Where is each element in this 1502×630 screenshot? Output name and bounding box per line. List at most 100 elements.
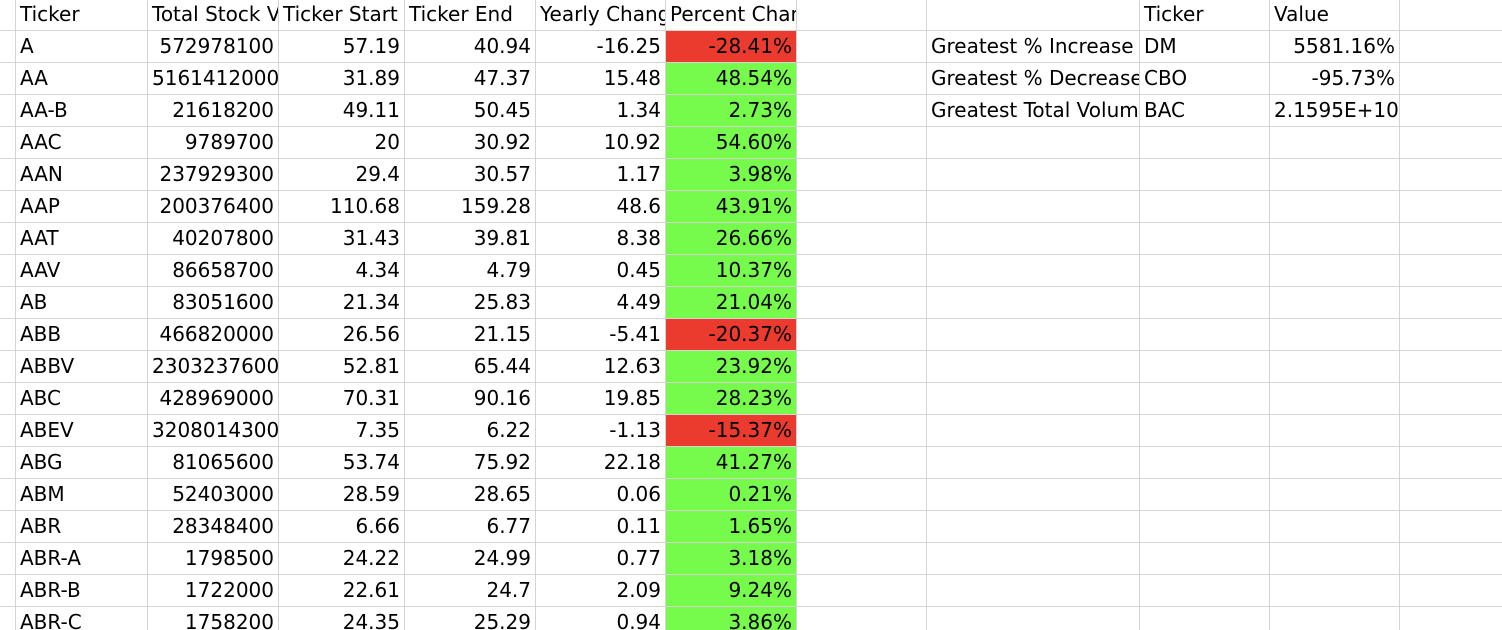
cell-yearly-change[interactable]: -16.25 — [596, 34, 661, 58]
cell-ticker-end[interactable]: 25.83 — [473, 290, 531, 314]
cell-percent-change-positive[interactable]: 10.37% — [666, 255, 796, 286]
cell-ticker-start[interactable]: 49.11 — [342, 98, 400, 122]
cell-percent-change-positive[interactable]: 41.27% — [666, 447, 796, 478]
cell-ticker-start[interactable]: 24.22 — [342, 546, 400, 570]
cell-yearly-change[interactable]: 4.49 — [616, 290, 661, 314]
cell-ticker-start[interactable]: 7.35 — [355, 418, 400, 442]
header-ticker[interactable]: Ticker — [20, 2, 80, 26]
cell-ticker-start[interactable]: 24.35 — [342, 610, 400, 630]
cell-ticker-end[interactable]: 30.57 — [473, 162, 531, 186]
cell-ticker-end[interactable]: 40.94 — [473, 34, 531, 58]
cell-percent-change-positive[interactable]: 1.65% — [666, 511, 796, 542]
cell-ticker-end[interactable]: 24.7 — [486, 578, 531, 602]
cell-percent-change-negative[interactable]: -15.37% — [666, 415, 796, 446]
cell-ticker-end[interactable]: 159.28 — [461, 194, 531, 218]
cell-total-stock-volume[interactable]: 1758200 — [184, 610, 274, 630]
cell-ticker-end[interactable]: 6.22 — [486, 418, 531, 442]
cell-ticker[interactable]: ABR — [20, 514, 62, 538]
cell-yearly-change[interactable]: 10.92 — [603, 130, 661, 154]
cell-ticker-start[interactable]: 110.68 — [330, 194, 400, 218]
cell-ticker-end[interactable]: 21.15 — [473, 322, 531, 346]
cell-yearly-change[interactable]: 12.63 — [603, 354, 661, 378]
summary-ticker[interactable]: CBO — [1144, 66, 1188, 90]
cell-ticker-end[interactable]: 25.29 — [473, 610, 531, 630]
cell-ticker-end[interactable]: 4.79 — [486, 258, 531, 282]
cell-ticker-end[interactable]: 65.44 — [473, 354, 531, 378]
cell-total-stock-volume[interactable]: 2303237600 — [152, 354, 278, 378]
cell-yearly-change[interactable]: 0.11 — [616, 514, 661, 538]
cell-yearly-change[interactable]: 19.85 — [603, 386, 661, 410]
cell-ticker[interactable]: ABR-B — [20, 578, 81, 602]
cell-ticker-start[interactable]: 21.34 — [342, 290, 400, 314]
cell-ticker-start[interactable]: 29.4 — [355, 162, 400, 186]
cell-ticker-start[interactable]: 28.59 — [342, 482, 400, 506]
cell-yearly-change[interactable]: -1.13 — [609, 418, 661, 442]
cell-ticker-start[interactable]: 70.31 — [342, 386, 400, 410]
summary-value[interactable]: 2.1595E+10 — [1274, 98, 1399, 122]
cell-ticker[interactable]: ABC — [20, 386, 62, 410]
cell-total-stock-volume[interactable]: 86658700 — [172, 258, 274, 282]
cell-yearly-change[interactable]: 0.77 — [616, 546, 661, 570]
cell-ticker[interactable]: ABEV — [20, 418, 74, 442]
cell-percent-change-positive[interactable]: 54.60% — [666, 127, 796, 158]
cell-percent-change-positive[interactable]: 26.66% — [666, 223, 796, 254]
cell-percent-change-positive[interactable]: 21.04% — [666, 287, 796, 318]
cell-ticker[interactable]: AAP — [20, 194, 60, 218]
cell-yearly-change[interactable]: 0.45 — [616, 258, 661, 282]
cell-ticker-start[interactable]: 20 — [374, 130, 400, 154]
summary-value[interactable]: 5581.16% — [1293, 34, 1395, 58]
cell-ticker[interactable]: ABBV — [20, 354, 75, 378]
header-ticker-end[interactable]: Ticker End — [409, 2, 513, 26]
cell-percent-change-negative[interactable]: -20.37% — [666, 319, 796, 350]
cell-ticker-start[interactable]: 6.66 — [355, 514, 400, 538]
cell-ticker-start[interactable]: 4.34 — [355, 258, 400, 282]
cell-ticker-end[interactable]: 39.81 — [473, 226, 531, 250]
cell-total-stock-volume[interactable]: 40207800 — [172, 226, 274, 250]
cell-percent-change-positive[interactable]: 28.23% — [666, 383, 796, 414]
summary-value[interactable]: -95.73% — [1311, 66, 1395, 90]
header-yearly-change[interactable]: Yearly Chang — [540, 2, 665, 26]
cell-yearly-change[interactable]: 1.17 — [616, 162, 661, 186]
cell-percent-change-positive[interactable]: 48.54% — [666, 63, 796, 94]
cell-ticker-start[interactable]: 53.74 — [342, 450, 400, 474]
cell-ticker[interactable]: ABB — [20, 322, 62, 346]
cell-percent-change-positive[interactable]: 2.73% — [666, 95, 796, 126]
cell-ticker-end[interactable]: 30.92 — [473, 130, 531, 154]
cell-ticker-end[interactable]: 50.45 — [473, 98, 531, 122]
cell-yearly-change[interactable]: 22.18 — [603, 450, 661, 474]
cell-yearly-change[interactable]: 48.6 — [616, 194, 661, 218]
cell-percent-change-positive[interactable]: 3.98% — [666, 159, 796, 190]
cell-total-stock-volume[interactable]: 3208014300 — [152, 418, 278, 442]
cell-ticker[interactable]: AAN — [20, 162, 63, 186]
cell-ticker[interactable]: ABR-C — [20, 610, 82, 630]
cell-ticker-end[interactable]: 47.37 — [473, 66, 531, 90]
cell-ticker-start[interactable]: 52.81 — [342, 354, 400, 378]
cell-ticker-end[interactable]: 24.99 — [473, 546, 531, 570]
cell-ticker[interactable]: A — [20, 34, 34, 58]
cell-total-stock-volume[interactable]: 428969000 — [159, 386, 274, 410]
cell-ticker-end[interactable]: 90.16 — [473, 386, 531, 410]
summary-ticker[interactable]: DM — [1144, 34, 1177, 58]
cell-yearly-change[interactable]: 0.06 — [616, 482, 661, 506]
cell-total-stock-volume[interactable]: 1798500 — [184, 546, 274, 570]
cell-ticker[interactable]: AAT — [20, 226, 59, 250]
cell-percent-change-negative[interactable]: -28.41% — [666, 31, 796, 62]
cell-ticker[interactable]: ABR-A — [20, 546, 81, 570]
cell-total-stock-volume[interactable]: 200376400 — [159, 194, 274, 218]
header-percent-change[interactable]: Percent Change — [670, 2, 796, 26]
cell-total-stock-volume[interactable]: 83051600 — [172, 290, 274, 314]
cell-percent-change-positive[interactable]: 3.86% — [666, 607, 796, 630]
cell-yearly-change[interactable]: 0.94 — [616, 610, 661, 630]
header-ticker-start[interactable]: Ticker Start — [283, 2, 398, 26]
cell-ticker[interactable]: AA-B — [20, 98, 68, 122]
cell-ticker-start[interactable]: 22.61 — [342, 578, 400, 602]
summary-label[interactable]: Greatest % Decrease — [931, 66, 1139, 90]
cell-ticker-start[interactable]: 31.43 — [342, 226, 400, 250]
cell-yearly-change[interactable]: 15.48 — [603, 66, 661, 90]
cell-total-stock-volume[interactable]: 237929300 — [159, 162, 274, 186]
cell-yearly-change[interactable]: -5.41 — [609, 322, 661, 346]
cell-percent-change-positive[interactable]: 3.18% — [666, 543, 796, 574]
cell-percent-change-positive[interactable]: 9.24% — [666, 575, 796, 606]
cell-total-stock-volume[interactable]: 1722000 — [184, 578, 274, 602]
